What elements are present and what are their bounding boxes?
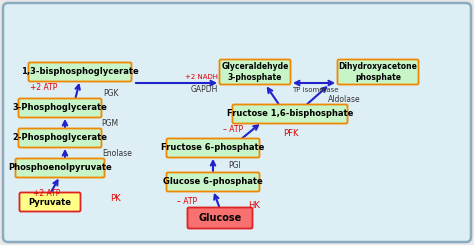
Text: HK: HK xyxy=(248,200,260,209)
Text: PK: PK xyxy=(110,194,120,203)
FancyBboxPatch shape xyxy=(337,60,419,85)
Text: +2 ATP: +2 ATP xyxy=(33,188,60,197)
FancyBboxPatch shape xyxy=(18,98,101,118)
Text: PGM: PGM xyxy=(101,119,118,127)
Text: +2 NADH: +2 NADH xyxy=(185,74,218,80)
FancyBboxPatch shape xyxy=(19,193,81,211)
Text: 2-Phosphoglycerate: 2-Phosphoglycerate xyxy=(12,134,108,143)
Text: +2 ATP: +2 ATP xyxy=(30,84,57,93)
Text: TP isomerase: TP isomerase xyxy=(292,87,338,93)
FancyBboxPatch shape xyxy=(18,128,101,147)
FancyBboxPatch shape xyxy=(3,3,471,242)
FancyBboxPatch shape xyxy=(233,105,347,123)
FancyBboxPatch shape xyxy=(188,208,253,229)
Text: Fructose 1,6-bisphosphate: Fructose 1,6-bisphosphate xyxy=(227,110,353,119)
Text: 3-Phosphoglycerate: 3-Phosphoglycerate xyxy=(13,103,108,112)
Text: PGI: PGI xyxy=(228,160,241,170)
Text: Fructose 6-phosphate: Fructose 6-phosphate xyxy=(161,144,264,152)
Text: Glucose 6-phosphate: Glucose 6-phosphate xyxy=(163,177,263,186)
Text: 1,3-bisphosphoglycerate: 1,3-bisphosphoglycerate xyxy=(21,68,139,76)
FancyBboxPatch shape xyxy=(219,60,291,85)
Text: Glyceraldehyde
3-phosphate: Glyceraldehyde 3-phosphate xyxy=(221,62,289,82)
Text: GAPDH: GAPDH xyxy=(191,86,218,95)
Text: Glucose: Glucose xyxy=(199,213,242,223)
Text: Aldolase: Aldolase xyxy=(328,95,361,103)
FancyBboxPatch shape xyxy=(28,62,131,82)
Text: – ATP: – ATP xyxy=(177,196,197,206)
Text: Phosphoenolpyruvate: Phosphoenolpyruvate xyxy=(8,163,112,172)
Text: PFK: PFK xyxy=(283,128,299,137)
Text: Pyruvate: Pyruvate xyxy=(28,197,72,207)
FancyBboxPatch shape xyxy=(166,138,259,158)
Text: Dihydroxyacetone
phosphate: Dihydroxyacetone phosphate xyxy=(338,62,418,82)
Text: Enolase: Enolase xyxy=(102,148,132,158)
Text: – ATP: – ATP xyxy=(223,124,243,134)
FancyBboxPatch shape xyxy=(166,172,259,192)
FancyBboxPatch shape xyxy=(16,159,104,177)
Text: PGK: PGK xyxy=(103,88,118,98)
